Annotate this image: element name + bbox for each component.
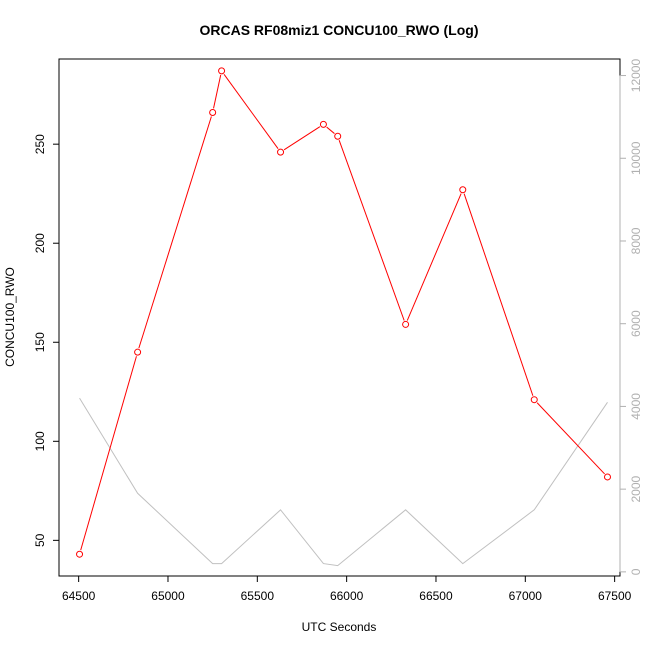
data-point xyxy=(277,148,285,156)
x-tick-label: 66500 xyxy=(419,589,453,603)
y-tick-label: 50 xyxy=(33,533,47,547)
x-tick-label: 66000 xyxy=(330,589,364,603)
primary-series-segment xyxy=(138,116,212,349)
chart-title: ORCAS RF08miz1 CONCU100_RWO (Log) xyxy=(199,22,478,38)
primary-series-segment xyxy=(338,140,405,321)
primary-series-segment xyxy=(406,193,462,321)
data-point xyxy=(334,132,342,140)
y2-tick-label: 6000 xyxy=(629,310,643,337)
data-point xyxy=(319,120,327,128)
primary-series-segment xyxy=(463,193,534,396)
primary-series-segment xyxy=(536,402,605,475)
y2-axis: 0 2000 4000 6000 8000 10000 12000 xyxy=(619,59,643,575)
y2-tick-label: 12000 xyxy=(629,59,643,93)
y2-tick-label: 2000 xyxy=(629,475,643,502)
data-point xyxy=(209,108,217,116)
y-tick-label: 200 xyxy=(33,233,47,253)
y-tick-label: 100 xyxy=(33,431,47,451)
primary-series-segment xyxy=(326,126,335,134)
x-tick-label: 67000 xyxy=(509,589,543,603)
y2-tick-label: 10000 xyxy=(629,141,643,175)
data-point xyxy=(530,396,538,404)
data-point xyxy=(459,186,467,194)
x-tick-label: 65000 xyxy=(151,589,185,603)
y2-tick-label: 4000 xyxy=(629,393,643,420)
data-point xyxy=(603,473,611,481)
data-point xyxy=(134,348,142,356)
y2-tick-label: 0 xyxy=(629,568,643,575)
primary-series-segment xyxy=(283,126,321,151)
primary-series-segment xyxy=(223,73,279,149)
y-axis: 50 100 150 200 250 xyxy=(33,134,60,547)
x-tick-label: 67500 xyxy=(598,589,632,603)
x-axis-label: UTC Seconds xyxy=(302,620,377,634)
series-layer xyxy=(76,67,611,567)
primary-series-segment xyxy=(213,74,222,109)
y-axis-label: CONCU100_RWO xyxy=(3,267,17,367)
x-axis: 64500 65000 65500 66000 66500 67000 67500 xyxy=(62,575,632,603)
x-tick-label: 64500 xyxy=(62,589,96,603)
x-tick-label: 65500 xyxy=(241,589,275,603)
data-point xyxy=(218,67,226,75)
y2-tick-label: 8000 xyxy=(629,227,643,254)
data-point xyxy=(76,550,84,558)
secondary-series-line xyxy=(79,397,608,567)
data-point xyxy=(402,320,410,328)
y-tick-label: 150 xyxy=(33,332,47,352)
y-tick-label: 250 xyxy=(33,134,47,154)
primary-series-segment xyxy=(80,356,137,551)
